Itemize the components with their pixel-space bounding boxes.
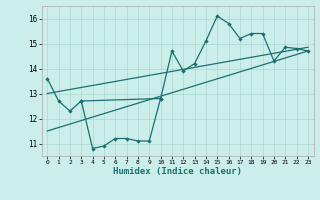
X-axis label: Humidex (Indice chaleur): Humidex (Indice chaleur) (113, 167, 242, 176)
